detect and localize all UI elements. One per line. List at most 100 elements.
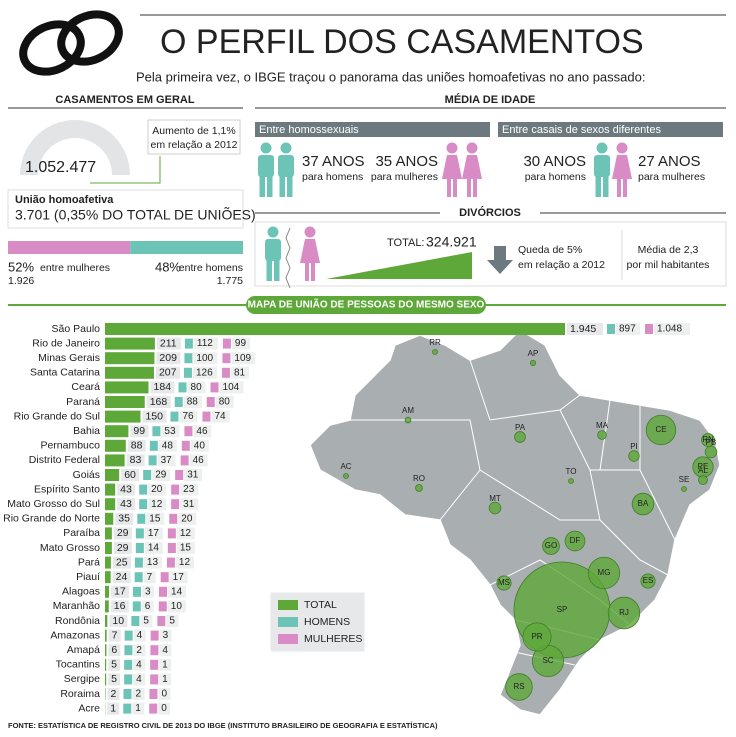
state-name: Amapá xyxy=(67,644,100,656)
total-label: 16 xyxy=(114,600,126,612)
swatch xyxy=(183,367,192,378)
state-code: PE xyxy=(698,462,709,471)
swatch xyxy=(124,674,133,685)
label-bg xyxy=(113,527,132,540)
age-text: para homens xyxy=(525,171,586,183)
value-label: 109 xyxy=(234,353,251,364)
state-name: Pará xyxy=(78,556,100,568)
map-heading-pill xyxy=(246,296,486,314)
value-label: 40 xyxy=(194,440,206,451)
bar xyxy=(105,483,116,496)
swatch xyxy=(139,484,148,495)
swatch xyxy=(124,630,133,641)
state-name: Espírito Santo xyxy=(34,483,100,495)
same-sex-total: 3.701 (0,35% DO TOTAL DE UNIÕES) xyxy=(15,207,256,223)
bar xyxy=(105,527,112,540)
swatch xyxy=(170,411,179,422)
value-label: 126 xyxy=(196,367,213,378)
label-bg xyxy=(133,629,146,642)
swatch xyxy=(222,338,231,349)
swatch xyxy=(150,674,159,685)
value-label: 4 xyxy=(136,674,142,685)
bar xyxy=(105,512,114,525)
label-bg xyxy=(108,629,121,642)
swatch xyxy=(135,528,144,539)
label-bg xyxy=(190,439,209,452)
label-bg xyxy=(113,542,132,554)
value-label: 12 xyxy=(179,557,191,568)
title: O PERFIL DOS CASAMENTOS xyxy=(160,23,644,61)
value-label: 74 xyxy=(214,411,226,422)
label-bg xyxy=(211,410,230,423)
total-label: 168 xyxy=(150,396,168,408)
swatch xyxy=(184,353,193,364)
value-label: 80 xyxy=(219,397,231,408)
woman-icon xyxy=(612,142,632,197)
label-bg xyxy=(193,425,212,438)
bar xyxy=(105,454,125,467)
total-label: 60 xyxy=(124,469,136,481)
value-label: 1.048 xyxy=(657,324,682,335)
state-code: MA xyxy=(596,421,609,430)
value-label: 2 xyxy=(135,689,141,700)
value-label: 12 xyxy=(151,499,163,510)
legend-swatch xyxy=(278,600,298,610)
map-bubble xyxy=(645,414,677,446)
label-bg xyxy=(156,352,181,365)
value-label: 897 xyxy=(619,324,636,335)
label-bg xyxy=(142,410,167,423)
label-bg xyxy=(140,615,153,627)
bar xyxy=(105,615,108,627)
swatch xyxy=(167,543,176,553)
total-label: 211 xyxy=(160,337,177,349)
label-bg xyxy=(178,512,197,525)
swatch xyxy=(167,528,176,539)
state-name: Acre xyxy=(78,702,100,714)
subtitle: Pela primeira vez, o IBGE traçou o panor… xyxy=(136,69,645,84)
group-header xyxy=(498,122,723,137)
box xyxy=(7,189,244,229)
map-bubble xyxy=(704,445,718,459)
value-label: 0 xyxy=(161,689,167,700)
label-bg xyxy=(109,615,128,627)
swatch xyxy=(134,572,143,583)
label-bg xyxy=(161,425,180,438)
state-code: AP xyxy=(528,349,539,358)
value-label: 100 xyxy=(196,353,213,364)
man-icon xyxy=(278,142,294,197)
value-label: 14 xyxy=(148,543,160,554)
state-name: Roraima xyxy=(60,688,100,700)
state-code: AC xyxy=(340,462,351,471)
state-name: Alagoas xyxy=(62,586,100,598)
share-text: entre homens xyxy=(179,262,243,274)
total-label: 99 xyxy=(133,425,145,437)
value-label: 76 xyxy=(182,411,194,422)
triangle xyxy=(326,252,472,279)
swatch xyxy=(150,645,159,656)
value-label: 5 xyxy=(143,616,149,627)
label-bg xyxy=(159,658,172,671)
swatch xyxy=(143,470,152,480)
swatch xyxy=(152,426,161,437)
label-bg xyxy=(132,702,145,715)
label-bg xyxy=(112,556,131,569)
label-bg xyxy=(132,688,145,700)
label-bg xyxy=(117,483,136,496)
map-bubble xyxy=(488,501,502,515)
swatch xyxy=(123,689,132,699)
state-code: CE xyxy=(655,425,666,434)
man-icon xyxy=(258,142,274,197)
swatch xyxy=(150,659,159,670)
state-name: Mato Grosso xyxy=(40,542,100,554)
label-bg xyxy=(110,600,129,613)
state-name: Maranhão xyxy=(53,600,100,612)
note: Aumento de 1,1% xyxy=(152,125,235,137)
label-bg xyxy=(616,323,640,335)
swatch xyxy=(210,382,219,393)
map-bubble xyxy=(522,622,552,652)
swatch xyxy=(137,513,146,524)
label-bg xyxy=(144,542,163,554)
label-bg xyxy=(108,644,121,657)
